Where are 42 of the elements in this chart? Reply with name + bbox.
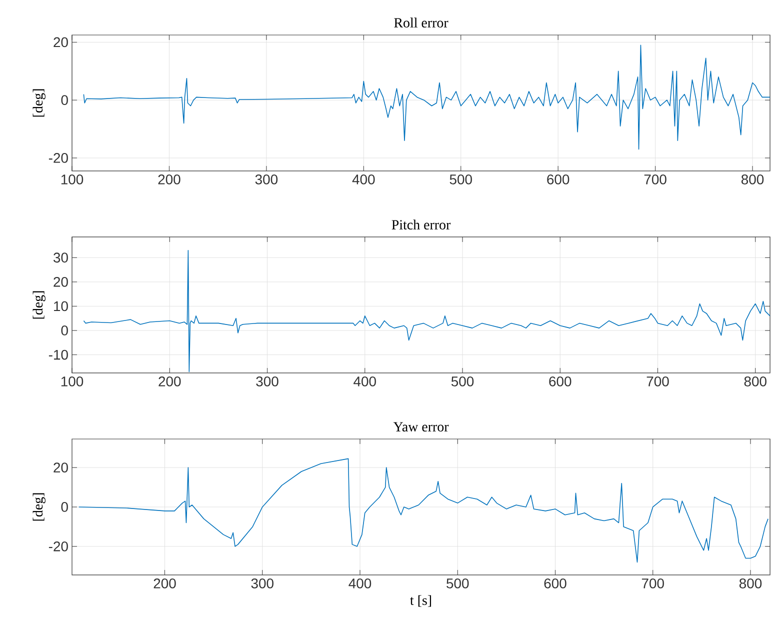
y-tick-label: -20 bbox=[48, 541, 68, 552]
x-tick-label: 400 bbox=[354, 376, 376, 386]
x-tick-label: 200 bbox=[158, 376, 181, 386]
x-tick-label: 700 bbox=[644, 174, 666, 184]
x-tick-label: 400 bbox=[348, 578, 372, 588]
x-tick-label: 700 bbox=[642, 578, 664, 588]
x-tick-label: 100 bbox=[61, 376, 84, 386]
chart-title: Roll error bbox=[394, 18, 448, 28]
x-tick-label: 200 bbox=[158, 174, 180, 184]
x-tick-label: 500 bbox=[450, 174, 472, 184]
y-tick-label: 20 bbox=[54, 462, 68, 473]
y-tick-label: 20 bbox=[54, 37, 68, 48]
y-axis-title: [deg] bbox=[32, 493, 46, 521]
y-tick-label: 0 bbox=[61, 502, 68, 512]
x-tick-label: 500 bbox=[446, 578, 469, 588]
y-tick-label: 20 bbox=[54, 276, 68, 287]
x-tick-label: 100 bbox=[61, 174, 84, 184]
x-axis-title: t [s] bbox=[410, 595, 432, 607]
x-tick-label: 500 bbox=[451, 376, 474, 386]
x-tick-label: 800 bbox=[744, 376, 766, 386]
y-tick-label: 10 bbox=[54, 301, 68, 312]
y-tick-label: 0 bbox=[61, 326, 68, 336]
x-tick-label: 600 bbox=[549, 376, 572, 386]
line-series bbox=[78, 458, 768, 563]
x-tick-label: 600 bbox=[547, 174, 570, 184]
x-tick-label: 300 bbox=[256, 376, 278, 386]
x-tick-label: 300 bbox=[255, 174, 278, 184]
chart-title: Pitch error bbox=[392, 220, 451, 230]
y-tick-label: -10 bbox=[48, 350, 68, 360]
x-tick-label: 400 bbox=[352, 174, 375, 184]
y-axis-title: [deg] bbox=[32, 291, 46, 319]
y-tick-label: -20 bbox=[48, 153, 68, 163]
y-axis-title: [deg] bbox=[32, 89, 46, 117]
x-tick-label: 800 bbox=[741, 174, 764, 184]
x-tick-label: 800 bbox=[739, 578, 762, 588]
x-tick-label: 300 bbox=[251, 578, 274, 588]
x-tick-label: 200 bbox=[154, 578, 176, 588]
chart-title: Yaw error bbox=[393, 422, 449, 432]
x-tick-label: 700 bbox=[646, 376, 669, 386]
y-tick-label: 0 bbox=[61, 95, 68, 106]
y-tick-label: 30 bbox=[54, 252, 68, 263]
x-tick-label: 600 bbox=[544, 578, 566, 588]
